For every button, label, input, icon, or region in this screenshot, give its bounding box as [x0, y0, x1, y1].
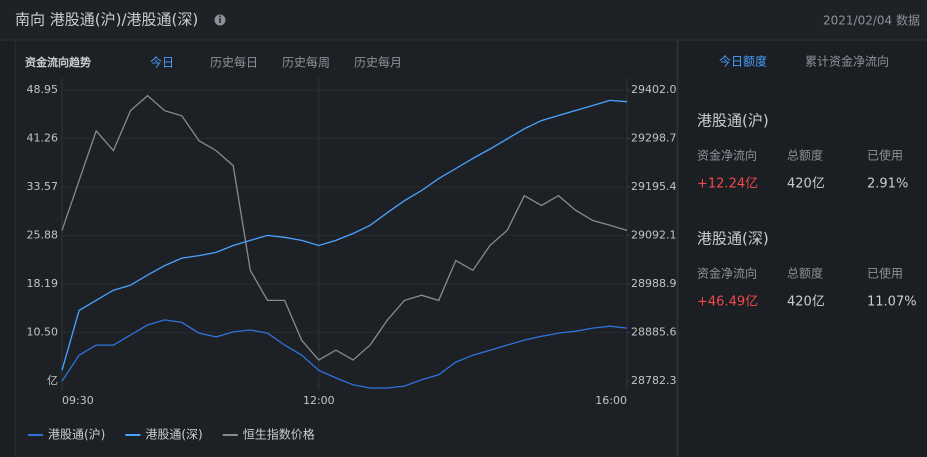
column-header: 总额度: [787, 266, 823, 281]
plot: 10.50 18.19 25.88 33.57 41.26 48.95 亿 28782.3 28…: [27, 78, 677, 442]
group-title: 港股通(沪): [697, 112, 769, 130]
x-tick-label: 09:30: [62, 394, 94, 407]
column-header: 资金净流向: [697, 266, 757, 281]
y2-tick-label: 28885.6: [631, 325, 677, 338]
chart-tab[interactable]: 今日: [150, 55, 174, 70]
chart-panel-title: 资金流向趋势: [25, 55, 91, 69]
chart-tab[interactable]: 历史每日: [210, 55, 258, 70]
column-header: 资金净流向: [697, 148, 757, 163]
y2-tick-label: 28782.3: [631, 374, 677, 387]
summary-tab[interactable]: 累计资金净流向: [805, 54, 889, 69]
y-tick-label: 18.19: [27, 277, 59, 290]
group-value: 420亿: [787, 177, 825, 192]
group-title: 港股通(深): [697, 230, 769, 248]
page-title: 南向 港股通(沪)/港股通(深): [15, 11, 198, 29]
y-tick-label: 10.50: [27, 326, 59, 339]
y2-tick-label: 29402.0: [631, 83, 677, 96]
y-tick-label: 41.26: [27, 132, 59, 145]
column-header: 已使用: [867, 266, 903, 281]
y-tick-label: 48.95: [27, 83, 59, 96]
y-tick-label: 25.88: [27, 229, 59, 242]
data-date: 2021/02/04 数据: [823, 13, 920, 28]
group-value: +46.49亿: [697, 295, 758, 310]
y2-tick-label: 28988.9: [631, 277, 677, 290]
summary-tab[interactable]: 今日额度: [719, 54, 767, 69]
group-value: 2.91%: [867, 177, 908, 192]
y2-tick-label: 29298.7: [631, 132, 677, 145]
group-value: +12.24亿: [697, 177, 758, 192]
chart-tab[interactable]: 历史每月: [354, 55, 402, 70]
y2-tick-label: 29195.4: [631, 180, 677, 193]
chart-panel: [14, 39, 678, 457]
group-value: 420亿: [787, 295, 825, 310]
info-icon[interactable]: [214, 14, 226, 26]
y-unit-label: 亿: [47, 374, 58, 387]
y-tick-label: 33.57: [27, 180, 59, 193]
column-header: 已使用: [867, 148, 903, 163]
x-tick-label: 12:00: [303, 394, 335, 407]
series-line: [61, 319, 628, 389]
y2-tick-label: 29092.1: [631, 229, 677, 242]
header-bar: [0, 0, 927, 40]
chart-tab[interactable]: 历史每周: [282, 55, 330, 70]
column-header: 总额度: [787, 148, 823, 163]
series-line: [61, 99, 628, 371]
x-tick-label: 16:00: [595, 394, 627, 407]
legend-label: 港股通(沪): [48, 428, 105, 442]
group-value: 11.07%: [867, 295, 917, 310]
series-line: [61, 94, 628, 361]
legend-label: 恒生指数价格: [243, 427, 315, 442]
legend-label: 港股通(深): [145, 428, 202, 442]
chart-tabs: 今日 历史每日 历史每周 历史每月: [150, 55, 402, 70]
